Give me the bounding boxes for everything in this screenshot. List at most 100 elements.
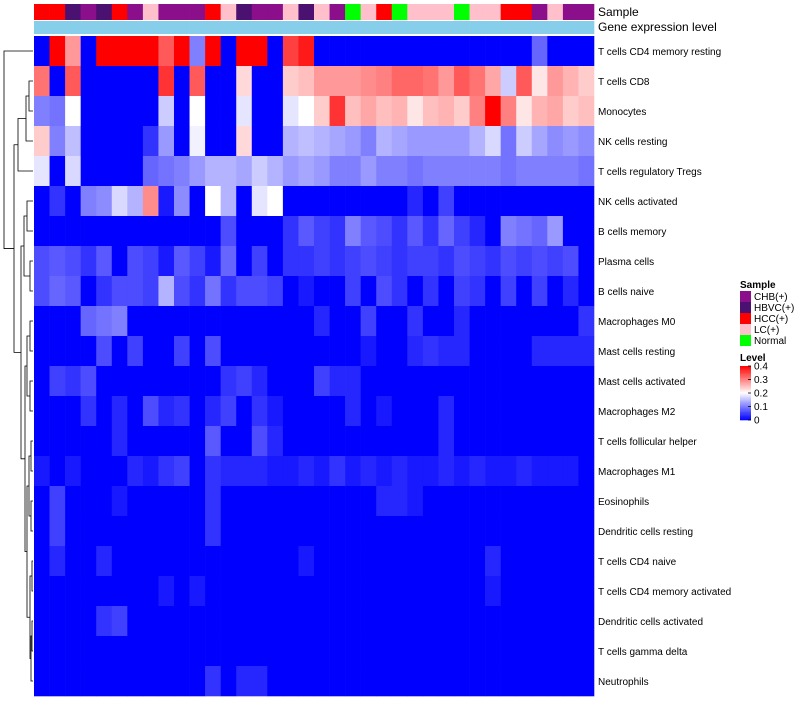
heatmap-cell: [376, 216, 393, 247]
heatmap-cell: [562, 186, 579, 217]
heatmap-cell: [189, 606, 206, 637]
row-label: T cells CD4 naive: [598, 557, 677, 568]
sample-annotation-cell: [531, 4, 548, 20]
expression-annotation-cell: [531, 21, 548, 34]
heatmap-cell: [438, 156, 455, 187]
heatmap-cell: [96, 516, 113, 547]
heatmap-cell: [500, 306, 517, 337]
heatmap-cell: [531, 216, 548, 247]
heatmap-cell: [142, 36, 159, 67]
sample-annotation-cell: [314, 4, 330, 20]
heatmap-cell: [360, 216, 377, 247]
heatmap-cell: [422, 216, 439, 247]
heatmap-cell: [376, 426, 393, 457]
heatmap-cell: [65, 486, 81, 517]
heatmap-cell: [391, 126, 408, 157]
heatmap-cell: [65, 636, 81, 667]
heatmap-cell: [547, 456, 564, 487]
heatmap-cell: [391, 606, 408, 637]
heatmap-cell: [111, 636, 128, 667]
heatmap-cell: [220, 186, 237, 217]
heatmap-cell: [562, 96, 579, 127]
heatmap-cell: [345, 336, 361, 367]
heatmap-cell: [174, 486, 190, 517]
heatmap-cell: [314, 666, 330, 697]
heatmap-cell: [469, 336, 486, 367]
heatmap-cell: [127, 486, 144, 517]
heatmap-cell: [80, 216, 97, 247]
heatmap-cell: [80, 96, 97, 127]
heatmap-cell: [422, 246, 439, 277]
heatmap-cell: [142, 96, 159, 127]
heatmap-cell: [267, 606, 284, 637]
heatmap-cell: [205, 396, 221, 427]
heatmap-cell: [236, 336, 253, 367]
legend-swatch: [740, 313, 751, 324]
heatmap-cell: [516, 546, 533, 577]
legend-gradient-step: [740, 367, 751, 369]
heatmap-cell: [189, 456, 206, 487]
heatmap-cell: [127, 186, 144, 217]
expression-annotation-cell: [329, 21, 346, 34]
heatmap-cell: [96, 426, 113, 457]
heatmap-cell: [391, 396, 408, 427]
heatmap-cell: [49, 246, 66, 277]
heatmap-cell: [360, 36, 377, 67]
heatmap-cell: [282, 396, 299, 427]
heatmap-cell: [314, 336, 330, 367]
row-label: T cells gamma delta: [598, 647, 688, 658]
heatmap-cell: [547, 426, 564, 457]
heatmap-cell: [500, 276, 517, 307]
heatmap-cell: [236, 216, 253, 247]
heatmap-cell: [174, 606, 190, 637]
heatmap-cell: [49, 306, 66, 337]
heatmap-cell: [65, 66, 81, 97]
heatmap-cell: [407, 396, 424, 427]
heatmap-cell: [298, 366, 315, 397]
heatmap-cell: [189, 246, 206, 277]
heatmap-cell: [360, 636, 377, 667]
heatmap-cell: [376, 486, 393, 517]
heatmap-cell: [345, 306, 361, 337]
heatmap-cell: [49, 606, 66, 637]
heatmap-cell: [251, 276, 268, 307]
legend-gradient-step: [740, 386, 751, 388]
heatmap-cell: [407, 336, 424, 367]
heatmap-cell: [220, 36, 237, 67]
legend-swatch: [740, 324, 751, 335]
legend-gradient-step: [740, 418, 751, 421]
sample-annotation-cell: [189, 4, 206, 20]
heatmap-cell: [220, 336, 237, 367]
heatmap-cell: [142, 546, 159, 577]
expression-annotation-cell: [500, 21, 517, 34]
heatmap-cell: [314, 606, 330, 637]
heatmap-cell: [65, 216, 81, 247]
heatmap-cell: [469, 126, 486, 157]
heatmap-cell: [531, 306, 548, 337]
heatmap-cell: [391, 216, 408, 247]
legend-gradient-step: [740, 394, 751, 396]
heatmap-cell: [360, 546, 377, 577]
legend-gradient-step: [740, 411, 751, 414]
heatmap-cell: [111, 186, 128, 217]
legend-level-tick-label: 0.4: [754, 362, 768, 373]
heatmap-cell: [49, 36, 66, 67]
heatmap-cell: [267, 306, 284, 337]
heatmap-cell: [111, 516, 128, 547]
heatmap-cell: [422, 276, 439, 307]
expression-annotation-cell: [345, 21, 361, 34]
heatmap-cell: [407, 156, 424, 187]
heatmap-cell: [49, 516, 66, 547]
heatmap-cell: [267, 186, 284, 217]
heatmap-cell: [329, 426, 346, 457]
heatmap-cell: [422, 96, 439, 127]
heatmap-cell: [236, 546, 253, 577]
sample-annotation-cell: [500, 4, 517, 20]
heatmap-cell: [220, 396, 237, 427]
legend-sample-label: HBVC(+): [754, 303, 794, 314]
dendrogram-branch: [29, 380, 33, 412]
heatmap-cell: [158, 276, 175, 307]
heatmap-cell: [127, 126, 144, 157]
heatmap-cell: [314, 576, 330, 607]
heatmap-cell: [142, 606, 159, 637]
